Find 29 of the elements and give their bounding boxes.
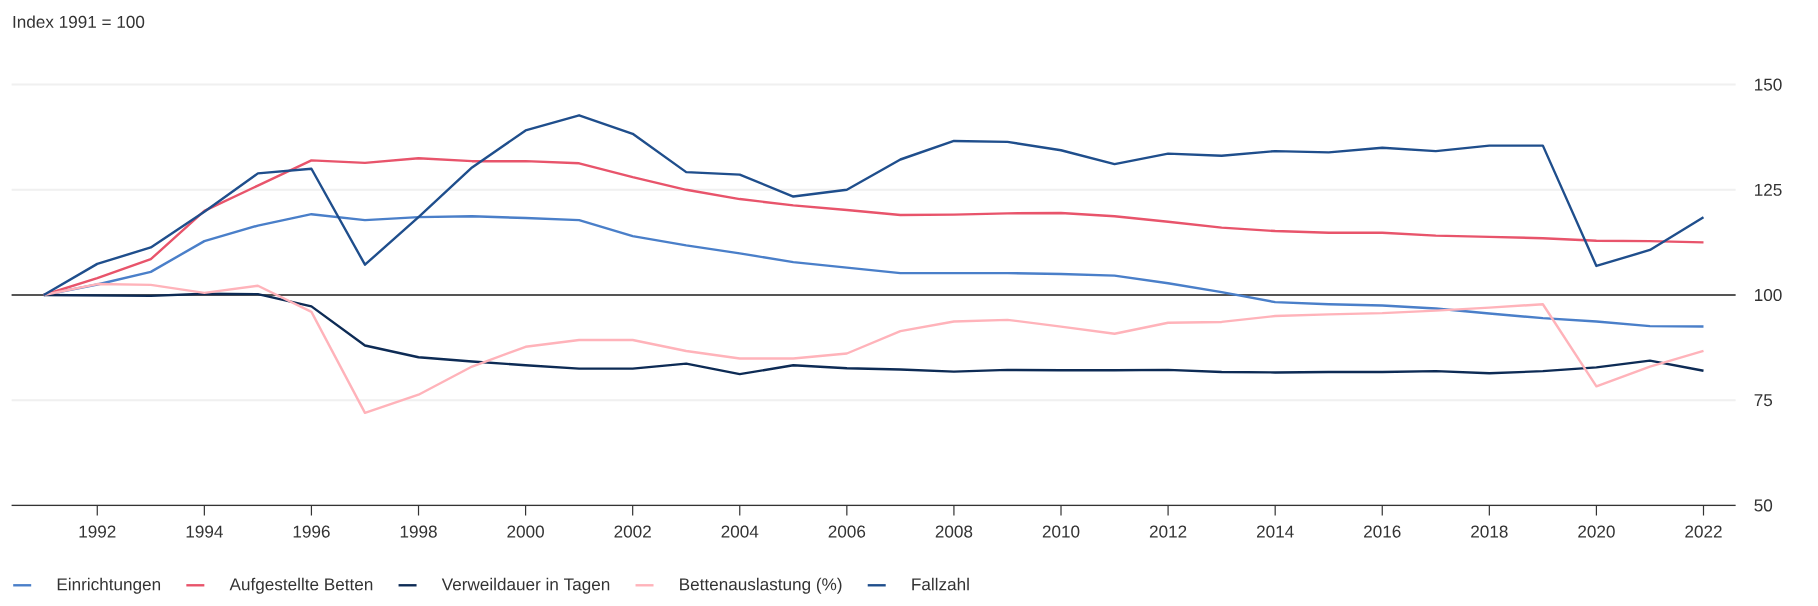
x-tick-label: 2006 [828, 525, 866, 538]
x-tick-label: 1992 [79, 525, 116, 538]
x-tick-label: 1996 [293, 525, 330, 538]
y-tick-label: 125 [1755, 183, 1782, 196]
y-tick-label: 100 [1755, 288, 1782, 302]
x-tick-label: 2004 [721, 525, 759, 538]
legend-label: Einrichtungen [57, 577, 161, 594]
legend-label: Fallzahl [912, 577, 969, 591]
chart-subtitle: Index 1991 = 100 [13, 15, 145, 28]
line-series [42, 282, 1705, 415]
line-series [42, 114, 1705, 297]
x-tick-label: 2016 [1364, 525, 1401, 538]
x-tick-label: 2020 [1578, 525, 1615, 538]
x-tick-label: 2022 [1685, 525, 1722, 538]
legend-label: Bettenauslastung (%) [680, 577, 842, 594]
x-tick-label: 2018 [1471, 525, 1508, 538]
y-tick-label: 150 [1755, 78, 1782, 91]
y-tick-label: 50 [1754, 499, 1773, 512]
x-tick-label: 2008 [935, 525, 973, 538]
x-tick-label: 1998 [400, 525, 437, 538]
legend-label: Verweildauer in Tagen [441, 577, 610, 594]
x-tick-label: 2010 [1042, 525, 1080, 538]
legend-label: Aufgestellte Betten [229, 577, 373, 594]
x-tick-label: 2002 [614, 525, 651, 538]
x-tick-label: 2000 [507, 525, 544, 538]
x-tick-label: 2012 [1149, 525, 1187, 538]
x-tick-label: 1994 [186, 525, 223, 538]
x-tick-label: 2014 [1256, 525, 1294, 538]
y-tick-label: 75 [1754, 394, 1773, 407]
